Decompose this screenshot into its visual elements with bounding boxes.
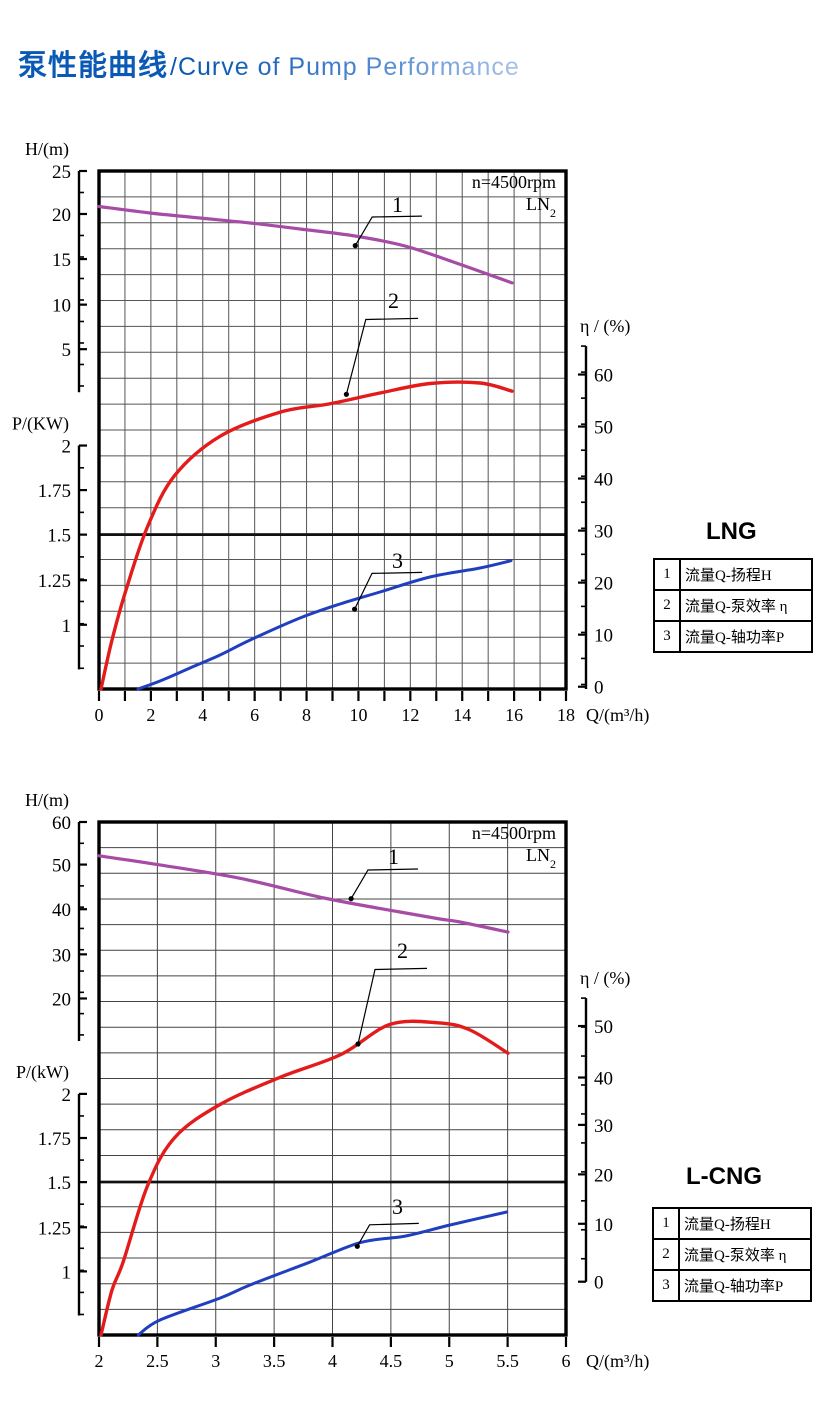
svg-text:3.5: 3.5 [263, 1351, 286, 1371]
svg-text:0: 0 [594, 678, 604, 699]
svg-text:2.5: 2.5 [146, 1351, 169, 1371]
svg-text:1.5: 1.5 [47, 1173, 71, 1194]
svg-text:10: 10 [594, 1215, 613, 1236]
svg-text:5: 5 [445, 1351, 454, 1371]
svg-text:0: 0 [594, 1273, 604, 1294]
svg-text:1: 1 [388, 844, 399, 869]
svg-text:25: 25 [52, 162, 71, 183]
svg-text:30: 30 [52, 945, 71, 966]
svg-text:40: 40 [52, 900, 71, 921]
svg-text:1.25: 1.25 [38, 571, 71, 592]
svg-text:4: 4 [198, 705, 207, 725]
svg-text:50: 50 [52, 856, 71, 877]
svg-text:LN2: LN2 [526, 194, 556, 220]
svg-text:3: 3 [392, 548, 403, 573]
svg-text:20: 20 [594, 1165, 613, 1186]
svg-text:6: 6 [562, 1351, 571, 1371]
svg-text:2: 2 [397, 938, 408, 963]
svg-text:14: 14 [453, 705, 471, 725]
svg-text:n=4500rpm: n=4500rpm [472, 172, 556, 192]
svg-text:10: 10 [349, 705, 367, 725]
svg-text:1.75: 1.75 [38, 481, 71, 502]
svg-text:2: 2 [62, 1085, 72, 1106]
svg-text:H/(m): H/(m) [25, 139, 69, 160]
svg-text:1: 1 [62, 1262, 72, 1283]
svg-text:1.75: 1.75 [38, 1129, 71, 1150]
svg-text:n=4500rpm: n=4500rpm [472, 823, 556, 843]
svg-text:5.5: 5.5 [496, 1351, 519, 1371]
svg-text:2: 2 [62, 437, 72, 458]
svg-text:15: 15 [52, 250, 71, 271]
svg-text:8: 8 [302, 705, 311, 725]
svg-text:H/(m): H/(m) [25, 790, 69, 811]
svg-text:20: 20 [594, 574, 613, 595]
svg-text:3: 3 [211, 1351, 220, 1371]
svg-text:Q/(m³/h): Q/(m³/h) [586, 1351, 649, 1372]
svg-text:0: 0 [95, 705, 104, 725]
svg-text:LN2: LN2 [526, 845, 556, 871]
svg-text:P/(kW): P/(kW) [16, 1062, 69, 1083]
svg-text:5: 5 [62, 340, 72, 361]
svg-text:50: 50 [594, 1017, 613, 1038]
svg-text:50: 50 [594, 418, 613, 439]
svg-text:60: 60 [594, 366, 613, 387]
svg-text:4.5: 4.5 [380, 1351, 403, 1371]
svg-text:60: 60 [52, 813, 71, 834]
svg-text:10: 10 [594, 626, 613, 647]
svg-text:16: 16 [505, 705, 523, 725]
svg-text:3: 3 [392, 1194, 403, 1219]
svg-text:η / (%): η / (%) [580, 316, 630, 337]
svg-text:40: 40 [594, 1069, 613, 1090]
svg-text:20: 20 [52, 205, 71, 226]
svg-text:12: 12 [401, 705, 419, 725]
svg-text:2: 2 [95, 1351, 104, 1371]
svg-text:20: 20 [52, 989, 71, 1010]
svg-text:6: 6 [250, 705, 259, 725]
svg-text:30: 30 [594, 1116, 613, 1137]
svg-text:4: 4 [328, 1351, 337, 1371]
svg-text:1: 1 [62, 616, 72, 637]
svg-text:2: 2 [388, 288, 399, 313]
svg-text:1: 1 [392, 192, 403, 217]
svg-text:Q/(m³/h): Q/(m³/h) [586, 705, 649, 726]
svg-text:40: 40 [594, 470, 613, 491]
svg-text:η / (%): η / (%) [580, 968, 630, 989]
svg-text:10: 10 [52, 296, 71, 317]
svg-text:1.25: 1.25 [38, 1218, 71, 1239]
svg-text:1.5: 1.5 [47, 526, 71, 547]
svg-text:30: 30 [594, 522, 613, 543]
svg-text:P/(KW): P/(KW) [12, 414, 69, 435]
svg-text:2: 2 [146, 705, 155, 725]
svg-text:18: 18 [557, 705, 575, 725]
